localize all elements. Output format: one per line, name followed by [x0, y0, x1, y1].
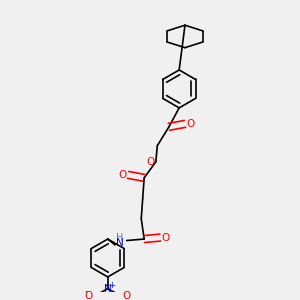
- Text: N: N: [104, 284, 112, 295]
- Text: -: -: [85, 286, 88, 296]
- Text: O: O: [161, 232, 169, 243]
- Text: O: O: [119, 170, 127, 180]
- Text: O: O: [123, 291, 131, 300]
- Text: +: +: [108, 281, 115, 290]
- Text: N: N: [116, 238, 123, 248]
- Text: O: O: [85, 291, 93, 300]
- Text: O: O: [186, 119, 194, 129]
- Text: O: O: [146, 157, 155, 167]
- Text: H: H: [116, 233, 123, 243]
